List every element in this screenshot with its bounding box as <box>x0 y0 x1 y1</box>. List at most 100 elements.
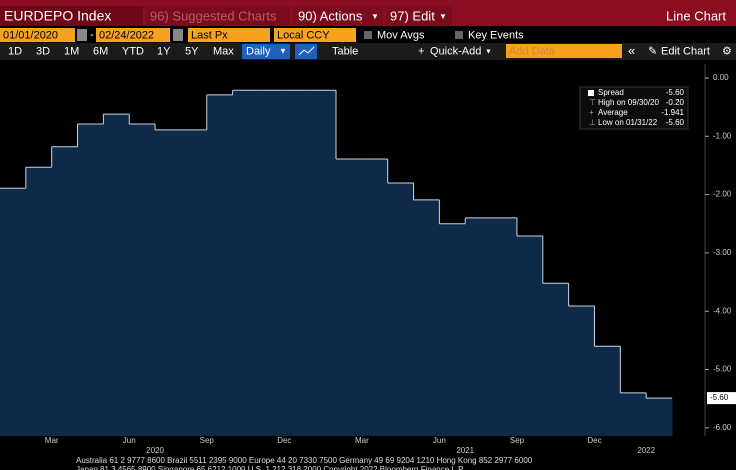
area-step <box>25 167 53 436</box>
legend-marker: ⊥ <box>589 118 596 127</box>
pencil-icon: ✎ <box>648 45 657 57</box>
price-field[interactable]: Last Px <box>191 29 228 41</box>
security-box[interactable] <box>0 6 143 26</box>
area-step <box>129 124 156 436</box>
x-tick-label: Mar <box>45 436 59 445</box>
legend-label: High on 09/30/20 <box>598 98 659 107</box>
currency[interactable]: Local CCY <box>277 29 330 41</box>
legend-value: -5.60 <box>666 88 685 97</box>
legend-value: -0.20 <box>666 98 685 107</box>
area-step <box>180 129 208 436</box>
settings-icon[interactable]: ⚙ <box>722 45 732 57</box>
frequency[interactable]: Daily <box>246 45 271 57</box>
legend-label: Low on 01/31/22 <box>598 118 658 127</box>
area-step <box>155 129 182 436</box>
suggested-charts[interactable]: 96) Suggested Charts <box>150 8 277 23</box>
end-date-field[interactable] <box>96 28 170 42</box>
checkbox[interactable] <box>364 31 372 39</box>
mov-avgs[interactable]: Mov Avgs <box>377 29 425 41</box>
area-step <box>310 90 337 436</box>
year-label: 2022 <box>637 446 655 455</box>
add-data-field[interactable] <box>506 44 622 58</box>
area-step <box>77 124 104 436</box>
edit-button[interactable] <box>386 6 452 26</box>
suggested-button[interactable] <box>146 6 290 26</box>
y-tick-label: 0.00 <box>713 73 729 82</box>
x-tick-label: Mar <box>355 436 369 445</box>
area-step <box>0 188 27 436</box>
x-tick-label: Jun <box>123 436 136 445</box>
area-step <box>258 90 285 436</box>
start-date-field[interactable] <box>0 28 75 42</box>
price-field-box[interactable] <box>188 28 270 42</box>
date-separator: - <box>90 29 94 41</box>
legend-marker: ⊤ <box>589 98 596 107</box>
range-button[interactable]: 5Y <box>185 45 199 57</box>
add-data[interactable]: Add Data <box>509 45 556 57</box>
toolbar <box>0 43 736 60</box>
area-step <box>646 398 673 436</box>
range-button[interactable]: 6M <box>93 45 108 57</box>
start-date[interactable]: 01/01/2020 <box>3 29 58 41</box>
dropdown-arrow: ▼ <box>279 47 287 56</box>
y-tick-label: -1.00 <box>713 131 732 140</box>
x-tick-label: Sep <box>200 436 215 445</box>
range-button[interactable]: 3D <box>36 45 50 57</box>
key-events[interactable]: Key Events <box>468 29 524 41</box>
y-tick-label: -3.00 <box>713 248 732 257</box>
area-step <box>568 305 595 436</box>
area-step <box>542 283 570 436</box>
area-step <box>439 223 466 436</box>
collapse-icon[interactable]: « <box>628 43 635 58</box>
calendar-icon[interactable] <box>77 29 87 41</box>
area-step <box>336 159 363 436</box>
year-label: 2021 <box>456 446 474 455</box>
currency-box[interactable] <box>274 28 356 42</box>
area-step <box>51 146 79 436</box>
area-step <box>620 392 647 436</box>
plus-icon: + <box>418 45 424 57</box>
checkbox[interactable] <box>455 31 463 39</box>
security[interactable]: EURDEPO Index <box>4 8 111 24</box>
area-step <box>387 182 415 436</box>
last-value-tag <box>707 392 736 405</box>
end-date[interactable]: 02/24/2022 <box>99 29 154 41</box>
x-tick-label: Dec <box>587 436 601 445</box>
actions[interactable]: 90) Actions <box>298 8 363 23</box>
area-step <box>232 90 259 436</box>
x-tick-label: Dec <box>277 436 291 445</box>
chart-icon <box>298 46 315 56</box>
area-step <box>103 114 130 437</box>
range-button[interactable]: YTD <box>122 45 144 57</box>
dropdown-arrow: ▼ <box>371 12 379 21</box>
area-step <box>465 217 492 436</box>
area-step <box>206 94 234 436</box>
footer-line: Japan 81 3 4565 8900 Singapore 65 6212 1… <box>76 465 465 470</box>
area-step <box>516 236 544 436</box>
actions-button[interactable] <box>293 6 383 26</box>
quick-add[interactable]: Quick-Add <box>430 45 481 57</box>
range-button[interactable]: Max <box>213 45 234 57</box>
last-value-label: -5.60 <box>710 393 729 402</box>
legend-value: -1.941 <box>661 108 684 117</box>
edit[interactable]: 97) Edit <box>390 8 435 23</box>
year-label: 2020 <box>146 446 164 455</box>
area-step <box>594 346 621 436</box>
dropdown-arrow: ▼ <box>485 48 492 55</box>
range-button[interactable]: 1D <box>8 45 22 57</box>
calendar-icon[interactable] <box>173 29 183 41</box>
range-button[interactable]: 1Y <box>157 45 171 57</box>
dropdown-arrow: ▼ <box>439 12 447 21</box>
legend-value: -5.60 <box>666 118 685 127</box>
area-step <box>491 217 518 436</box>
x-tick-label: Jun <box>433 436 446 445</box>
edit-chart[interactable]: Edit Chart <box>661 45 710 57</box>
legend-label: Spread <box>598 88 624 97</box>
frequency-button[interactable] <box>242 44 290 59</box>
table[interactable]: Table <box>332 45 358 57</box>
legend-marker: + <box>589 108 594 117</box>
range-button[interactable]: 1M <box>64 45 79 57</box>
y-tick-label: -2.00 <box>713 190 732 199</box>
y-tick-label: -4.00 <box>713 306 732 315</box>
